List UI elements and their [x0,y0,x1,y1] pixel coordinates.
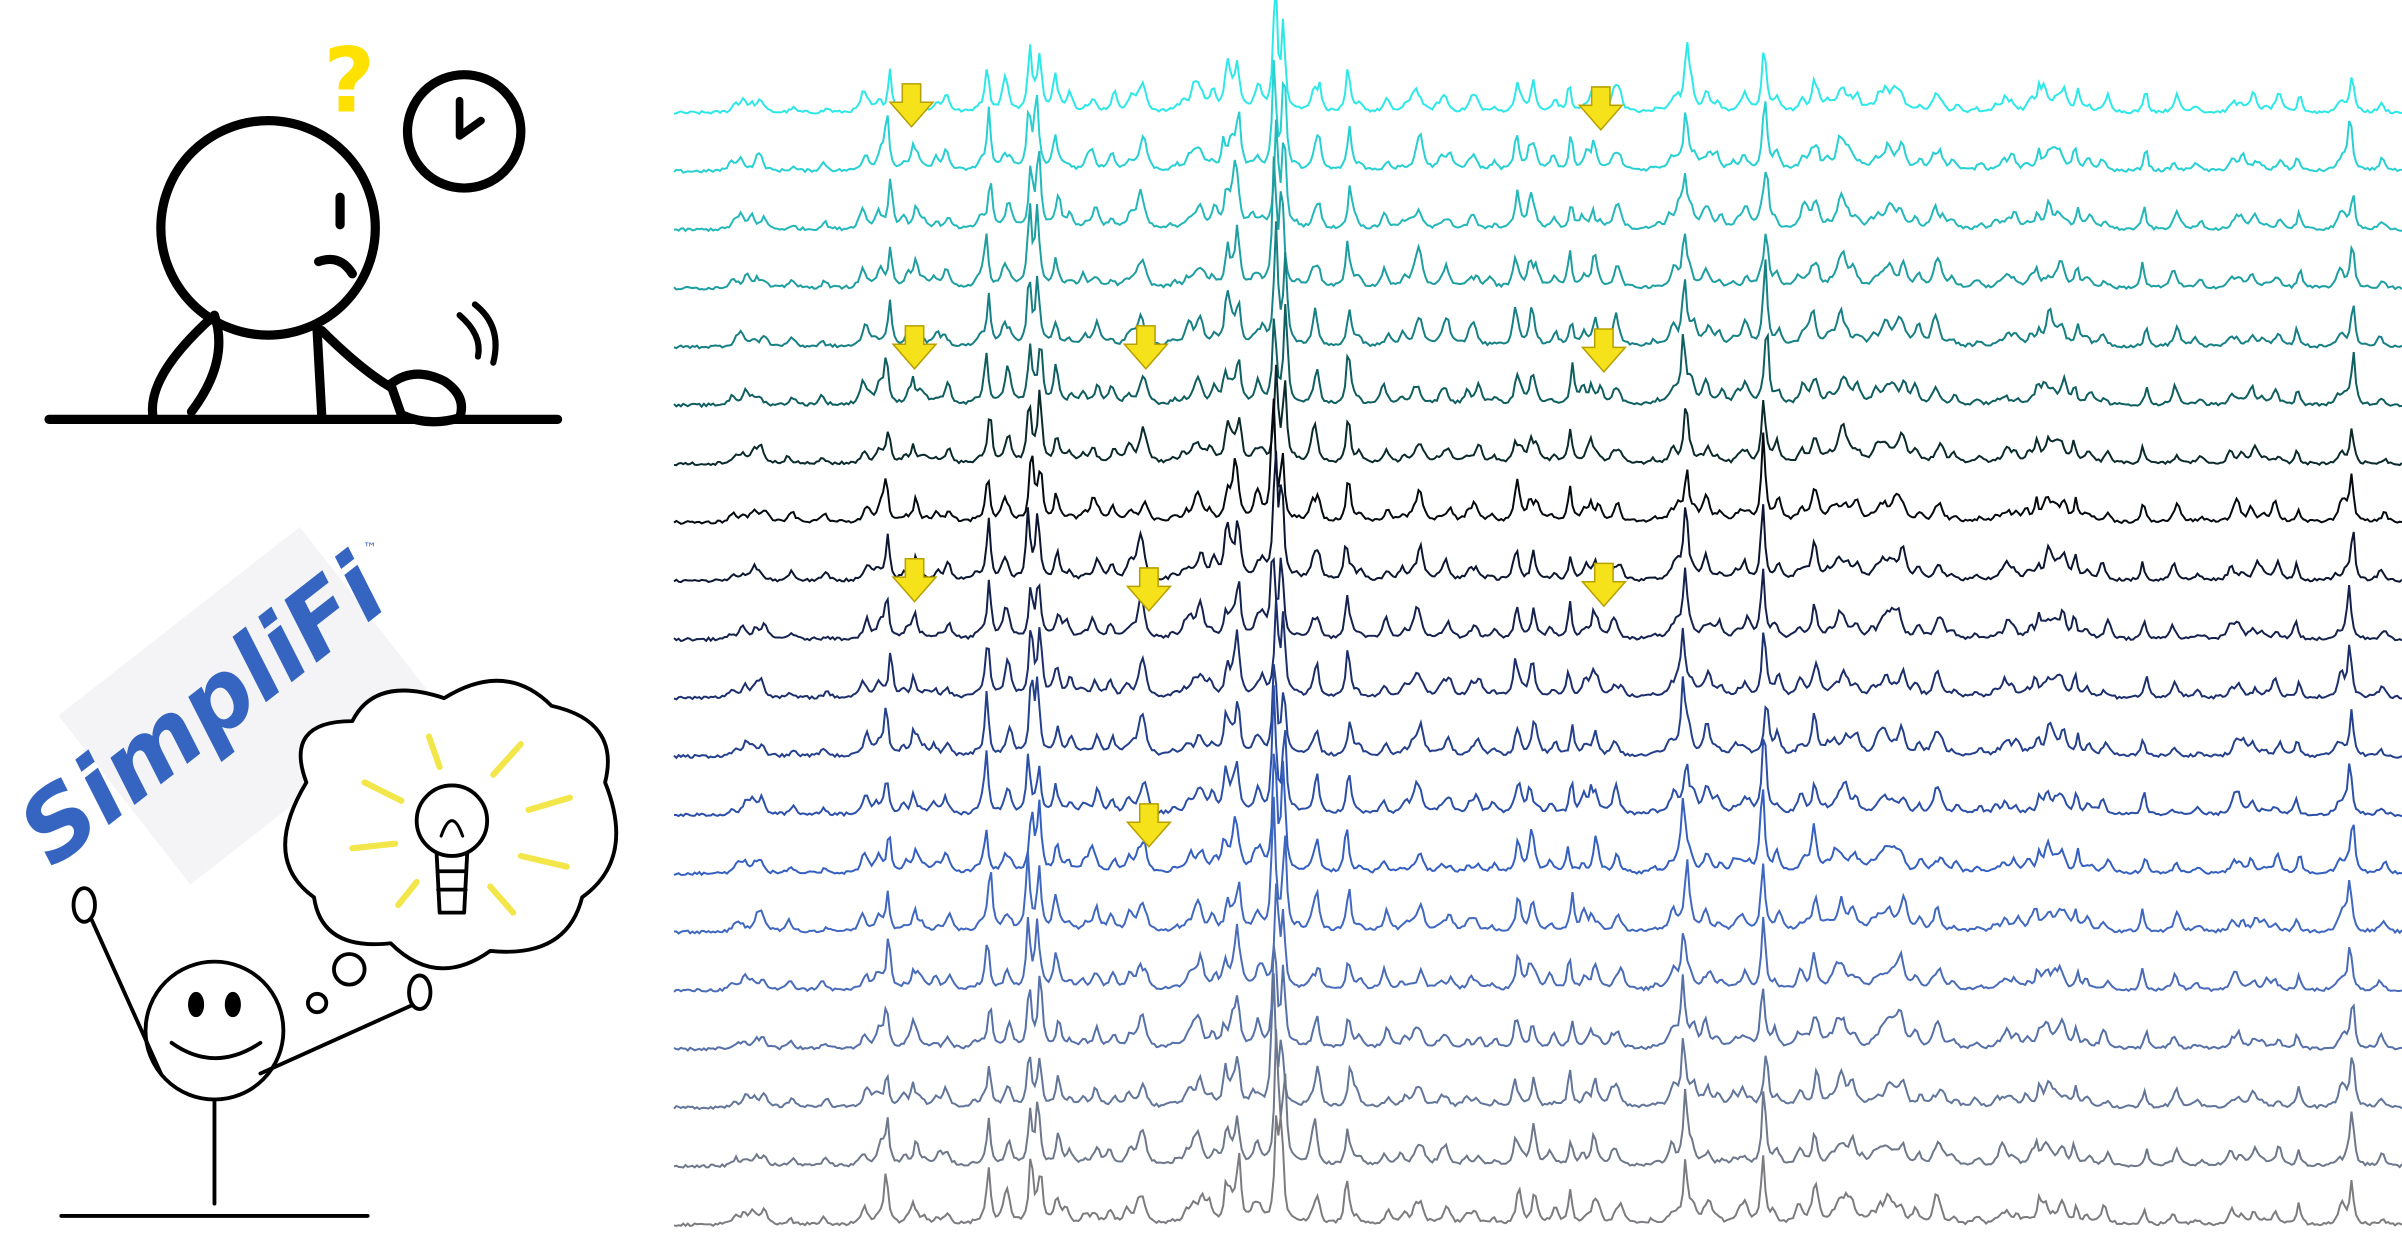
spectrum-trace [673,753,2402,877]
thinking-figure-part [456,301,499,366]
thought-cloud-part [305,991,329,1015]
spectrum-trace [673,398,2402,525]
thought-cloud-part [332,952,367,987]
spectrum-trace [673,1115,2402,1228]
trademark: ™ [363,541,377,557]
happy-figure-part [224,991,241,1018]
spectrum-trace [673,221,2402,350]
thinking-figure-part [386,369,467,427]
thinking-figure-part [312,325,396,420]
light-rays-part [517,852,570,870]
thinking-figure-part [156,116,380,340]
spectrum-trace [673,0,2402,115]
down-arrow [1577,86,1624,131]
down-arrow [891,557,938,603]
spectrum-trace [673,883,2402,993]
spectrum-trace [673,557,2402,643]
happy-figure [59,886,433,1218]
spectrum-trace [673,303,2402,409]
down-arrow [1580,328,1628,374]
happy-figure-part [188,991,205,1018]
happy-figure-part [89,918,416,1206]
spectrum-trace [673,1029,2402,1169]
down-arrow [1125,567,1173,613]
light-rays-part [361,779,405,804]
happy-figure-part [407,973,433,1012]
thinking-figure-part [314,254,357,279]
down-arrow [888,83,935,128]
light-rays-part [395,878,420,909]
spectrum-trace [673,119,2402,233]
logo-area-part [58,527,432,885]
happy-figure-part [71,886,97,924]
thinking-figure-part [147,310,224,423]
spectrum-trace [673,59,2402,174]
spectra [673,0,2402,1228]
light-rays-part [487,883,517,916]
thought-cloud-part [434,850,470,915]
spectrum-trace [673,664,2402,760]
down-arrow [891,325,938,370]
light-rays-part [425,733,443,771]
thought-cloud-part [439,819,465,838]
light-rays-part [525,794,573,814]
spectrum-trace [673,598,2402,701]
spectrum-trace [673,450,2402,584]
spectrum-trace [673,973,2402,1111]
thought-cloud [283,678,619,1015]
happy-figure-part [169,1040,263,1060]
happy-figure-part [143,959,286,1102]
arrows [888,83,1628,848]
down-arrow [1580,562,1628,608]
down-arrow [1125,803,1173,848]
question-mark: ? [324,29,376,132]
spectrum-trace [673,156,2402,291]
spectrum-trace [673,364,2402,467]
down-arrow [1122,325,1169,370]
thinking-figure [44,70,563,427]
light-rays-part [490,741,524,778]
light-rays [349,733,573,916]
spectrum-trace [673,945,2402,1052]
spectrum-trace [674,685,2402,818]
light-rays-part [349,840,399,852]
spectrum-trace [674,796,2402,935]
thinking-figure-part [455,96,485,140]
